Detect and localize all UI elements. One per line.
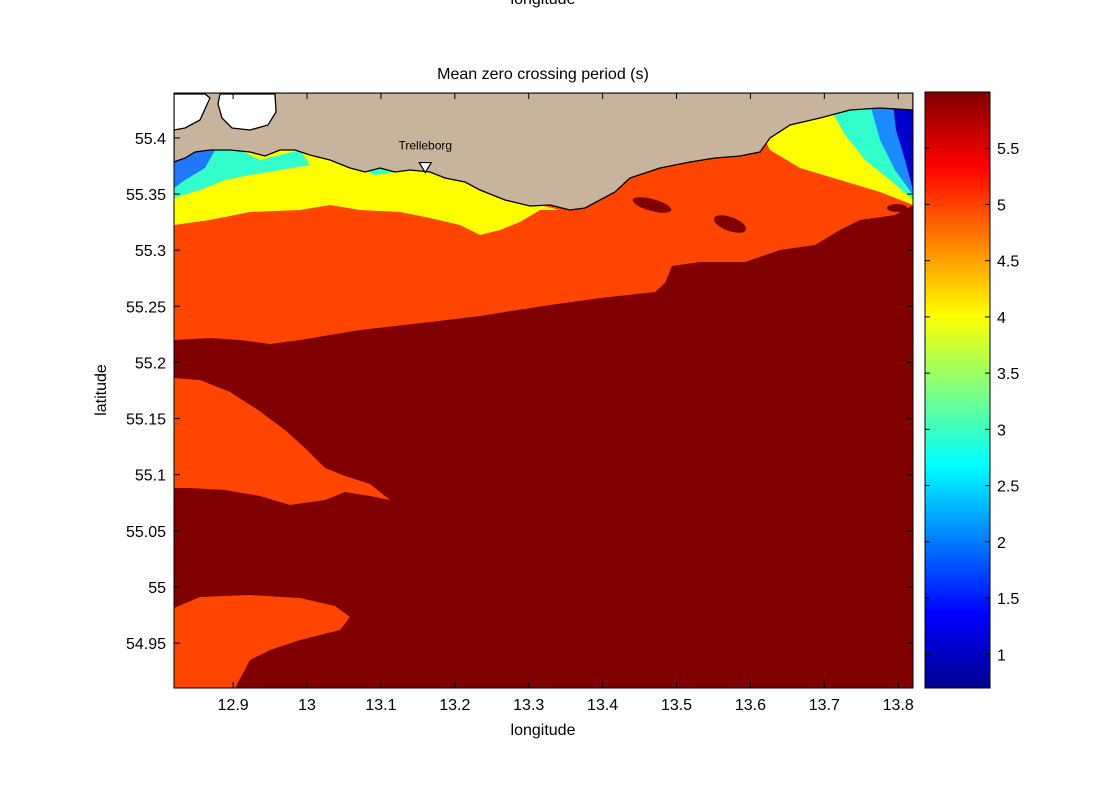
contour-patch-6s-c <box>887 204 907 212</box>
chart-title: Mean zero crossing period (s) <box>437 66 649 83</box>
y-tick-label: 55 <box>148 580 166 597</box>
contour-patch-6s-a <box>632 197 672 213</box>
y-tick-label: 55.2 <box>135 355 166 372</box>
contour-patch-6s-b <box>713 215 747 233</box>
map-plot-area <box>174 93 913 688</box>
x-tick-label: 13.7 <box>809 697 840 714</box>
x-tick-label: 13.8 <box>883 697 914 714</box>
lake-inlet <box>217 93 277 131</box>
colorbar: 1 1.5 2 2.5 3 3.5 4 4.5 5 5.5 <box>924 91 1019 689</box>
y-tick-label: 55.25 <box>126 299 166 316</box>
contour-band-5-5-lobe-lower <box>174 595 350 688</box>
x-tick-label: 13.6 <box>735 697 766 714</box>
x-tick-label: 13.5 <box>661 697 692 714</box>
y-tick-label: 55.4 <box>135 131 166 148</box>
x-tick-label: 13.1 <box>365 697 396 714</box>
y-tick-label: 55.35 <box>126 187 166 204</box>
land-island-west <box>174 93 211 131</box>
top-clipped-label: longitude <box>511 0 576 8</box>
colorbar-tick-label: 2 <box>997 535 1006 552</box>
x-tick-label: 13 <box>298 697 316 714</box>
x-tick-label: 13.3 <box>513 697 544 714</box>
y-tick-label: 55.3 <box>135 243 166 260</box>
trelleborg-label: Trelleborg <box>398 139 452 153</box>
colorbar-tick-label: 5 <box>997 197 1006 214</box>
colorbar-ticks: 1 1.5 2 2.5 3 3.5 4 4.5 5 5.5 <box>925 141 1019 664</box>
colorbar-tick-label: 1 <box>997 647 1006 664</box>
colorbar-tick-label: 4.5 <box>997 254 1019 271</box>
contour-band-2s-west <box>174 150 215 188</box>
colorbar-tick-label: 3.5 <box>997 366 1019 383</box>
y-tick-label: 55.1 <box>135 468 166 485</box>
colorbar-tick-label: 5.5 <box>997 141 1019 158</box>
contour-band-1s-east <box>893 100 913 190</box>
colorbar-tick-label: 1.5 <box>997 591 1019 608</box>
y-tick-label: 55.15 <box>126 412 166 429</box>
colorbar-tick-label: 4 <box>997 310 1006 327</box>
x-tick-label: 12.9 <box>218 697 249 714</box>
y-tick-label: 55.05 <box>126 524 166 541</box>
plot-frame <box>173 92 914 689</box>
y-tick-label: 54.95 <box>126 636 166 653</box>
trelleborg-marker-icon <box>418 161 433 174</box>
land-mass <box>174 93 913 211</box>
colorbar-gradient <box>924 91 991 689</box>
x-axis: 12.9 13 13.1 13.2 13.3 13.4 13.5 13.6 13.7 13.8 <box>218 93 914 714</box>
colorbar-tick-label: 3 <box>997 422 1006 439</box>
trelleborg-annotation: Trelleborg <box>398 139 452 174</box>
x-tick-label: 13.4 <box>587 697 618 714</box>
y-axis: 54.95 55 55.05 55.1 55.15 55.2 55.25 55.3 55.35 5… <box>126 131 913 653</box>
x-axis-label: longitude <box>511 722 576 739</box>
x-tick-label: 13.2 <box>439 697 470 714</box>
y-axis-label: latitude <box>93 364 110 416</box>
contour-band-5-5-lobe-upper <box>174 378 390 505</box>
colorbar-tick-label: 2.5 <box>997 479 1019 496</box>
